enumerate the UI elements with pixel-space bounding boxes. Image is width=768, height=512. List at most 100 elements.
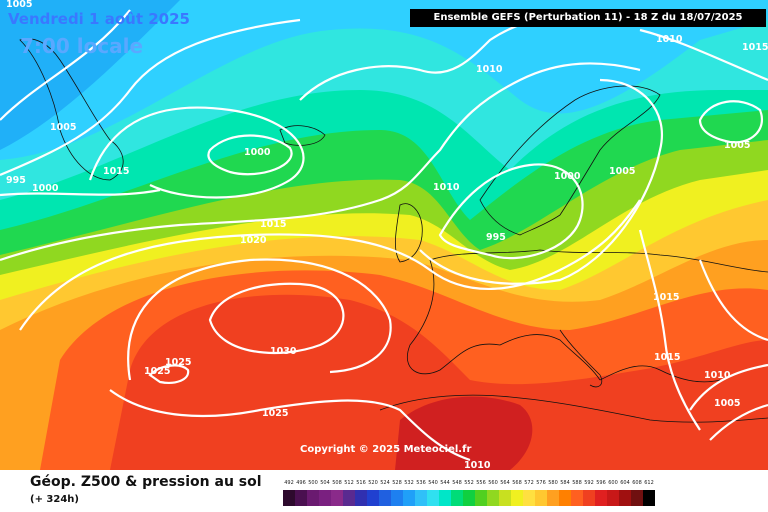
scale-swatch [295, 490, 307, 506]
scale-swatch [343, 490, 355, 506]
scale-label: 552 [464, 480, 474, 486]
scale-label: 584 [560, 480, 570, 486]
greenland-coast [19, 38, 124, 181]
scale-swatch [511, 490, 523, 506]
isobar [88, 106, 305, 199]
scale-swatch [595, 490, 607, 506]
scale-label: 528 [392, 480, 402, 486]
isobar [639, 28, 768, 82]
scale-swatch [499, 490, 511, 506]
forecast-date: Vendredi 1 août 2025 [8, 10, 190, 28]
pressure-label: 995 [486, 232, 506, 243]
scale-swatch [331, 490, 343, 506]
pressure-label-group: 1005 1015 1010 1005 1000 995 1000 1015 1… [6, 0, 768, 470]
isobar [0, 9, 131, 121]
pressure-label: 1015 [103, 166, 129, 177]
scale-swatch [403, 490, 415, 506]
pressure-label: 1000 [554, 171, 581, 182]
isobar [438, 163, 584, 260]
pressure-label: 1000 [32, 183, 59, 194]
scale-label: 532 [404, 480, 414, 486]
weather-map: 1005 1015 1010 1005 1000 995 1000 1015 1… [0, 0, 768, 470]
isobar [0, 62, 641, 262]
scale-label: 604 [620, 480, 630, 486]
scale-label: 536 [416, 480, 426, 486]
scale-swatch [451, 490, 463, 506]
isobar [419, 78, 663, 285]
field-blue-deep [0, 0, 180, 150]
legend-footer: Géop. Z500 & pression au sol (+ 324h) 49… [0, 470, 768, 512]
isobar [207, 134, 293, 176]
coastlines [19, 38, 768, 423]
scale-labels: 492 496 500 504 508 512 516 520 524 528 532 536 540 5… [283, 478, 751, 488]
scale-swatch [439, 490, 451, 506]
field-red [110, 294, 768, 470]
forecast-time: 7:00 locale [20, 34, 144, 58]
scale-label: 580 [548, 480, 558, 486]
run-info-banner: Ensemble GEFS (Perturbation 11) - 18 Z d… [410, 9, 766, 27]
isobar [0, 18, 301, 177]
color-scale: 492 496 500 504 508 512 516 520 524 528 532 536 540 5… [283, 478, 751, 506]
scale-swatch [283, 490, 295, 506]
scale-label: 520 [368, 480, 378, 486]
pressure-label: 1010 [704, 370, 731, 381]
scale-label: 508 [332, 480, 342, 486]
isobar [638, 229, 701, 431]
scale-swatch [355, 490, 367, 506]
scale-bar [283, 490, 751, 506]
scale-swatch [583, 490, 595, 506]
isobar [689, 363, 768, 411]
scale-swatch [463, 490, 475, 506]
pressure-label: 1020 [240, 235, 267, 246]
scale-swatch [607, 490, 619, 506]
pressure-label: 1010 [476, 64, 503, 75]
pressure-label: 1005 [724, 140, 750, 151]
scale-swatch [559, 490, 571, 506]
pressure-label: 1015 [260, 219, 286, 230]
iceland-coast [279, 125, 326, 146]
scale-swatch [367, 490, 379, 506]
scale-swatch [547, 490, 559, 506]
scale-label: 572 [524, 480, 534, 486]
pressure-label: 1010 [464, 460, 491, 470]
isobar [208, 282, 345, 355]
scale-swatch [643, 490, 655, 506]
scale-label: 512 [344, 480, 354, 486]
scale-swatch [487, 490, 499, 506]
scale-label: 492 [284, 480, 294, 486]
scale-swatch [379, 490, 391, 506]
scale-swatch [523, 490, 535, 506]
scale-swatch [571, 490, 583, 506]
scale-label: 596 [596, 480, 606, 486]
isobar [127, 258, 392, 381]
scale-swatch [619, 490, 631, 506]
pressure-label: 1015 [653, 292, 679, 303]
scale-label: 496 [296, 480, 306, 486]
pressure-label: 1005 [714, 398, 740, 409]
scale-swatch [307, 490, 319, 506]
scale-label: 556 [476, 480, 486, 486]
forecast-lead: (+ 324h) [30, 494, 79, 505]
pressure-label: 1005 [609, 166, 635, 177]
scale-label: 524 [380, 480, 390, 486]
scandinavia-coast [479, 85, 661, 236]
pressure-label: 1025 [144, 366, 170, 377]
scale-swatch [415, 490, 427, 506]
isobar [709, 403, 768, 441]
scale-swatch [535, 490, 547, 506]
field-darkred [395, 396, 533, 470]
scale-label: 568 [512, 480, 522, 486]
scale-swatch [475, 490, 487, 506]
pressure-label: 1015 [654, 352, 680, 363]
pressure-label: 1015 [742, 42, 768, 53]
map-title: Géop. Z500 & pression au sol [30, 474, 262, 490]
scale-label: 544 [440, 480, 450, 486]
scale-label: 500 [308, 480, 318, 486]
pressure-label: 995 [6, 175, 26, 186]
isobars [0, 9, 768, 462]
britain-coast [395, 203, 423, 263]
scale-swatch [631, 490, 643, 506]
scale-label: 564 [500, 480, 510, 486]
scale-swatch [319, 490, 331, 506]
